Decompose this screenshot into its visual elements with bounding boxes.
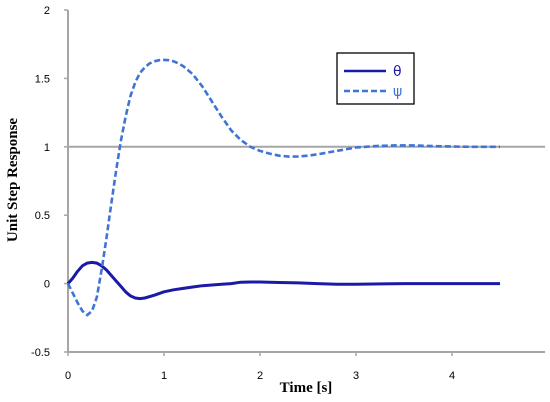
x-tick-label: 4 [449,370,455,382]
series-layer [66,58,500,317]
legend-label-psi: ψ [393,84,402,100]
tick-labels: -0.5 0 0.5 1 1.5 2 0 1 2 3 4 [31,5,455,382]
x-tick-label: 2 [257,370,263,382]
series-line-theta [66,260,500,301]
y-tick-label: 1.5 [35,73,50,85]
y-tick-label: 1 [44,142,50,154]
series-line-psi [66,58,500,317]
y-tick-label: -0.5 [31,347,50,359]
legend-label-theta: θ [393,64,402,80]
y-tick-label: 2 [44,5,50,17]
x-axis-label: Time [s] [280,380,333,396]
x-tick-label: 1 [161,370,167,382]
legend: θ ψ [336,52,415,105]
x-tick-label: 0 [65,370,71,382]
y-axis-label: Unit Step Response [5,118,21,243]
legend-box [336,52,415,105]
x-tick-label: 3 [353,370,359,382]
y-tick-label: 0.5 [35,210,50,222]
axes [67,10,545,353]
y-tick-label: 0 [44,279,50,291]
